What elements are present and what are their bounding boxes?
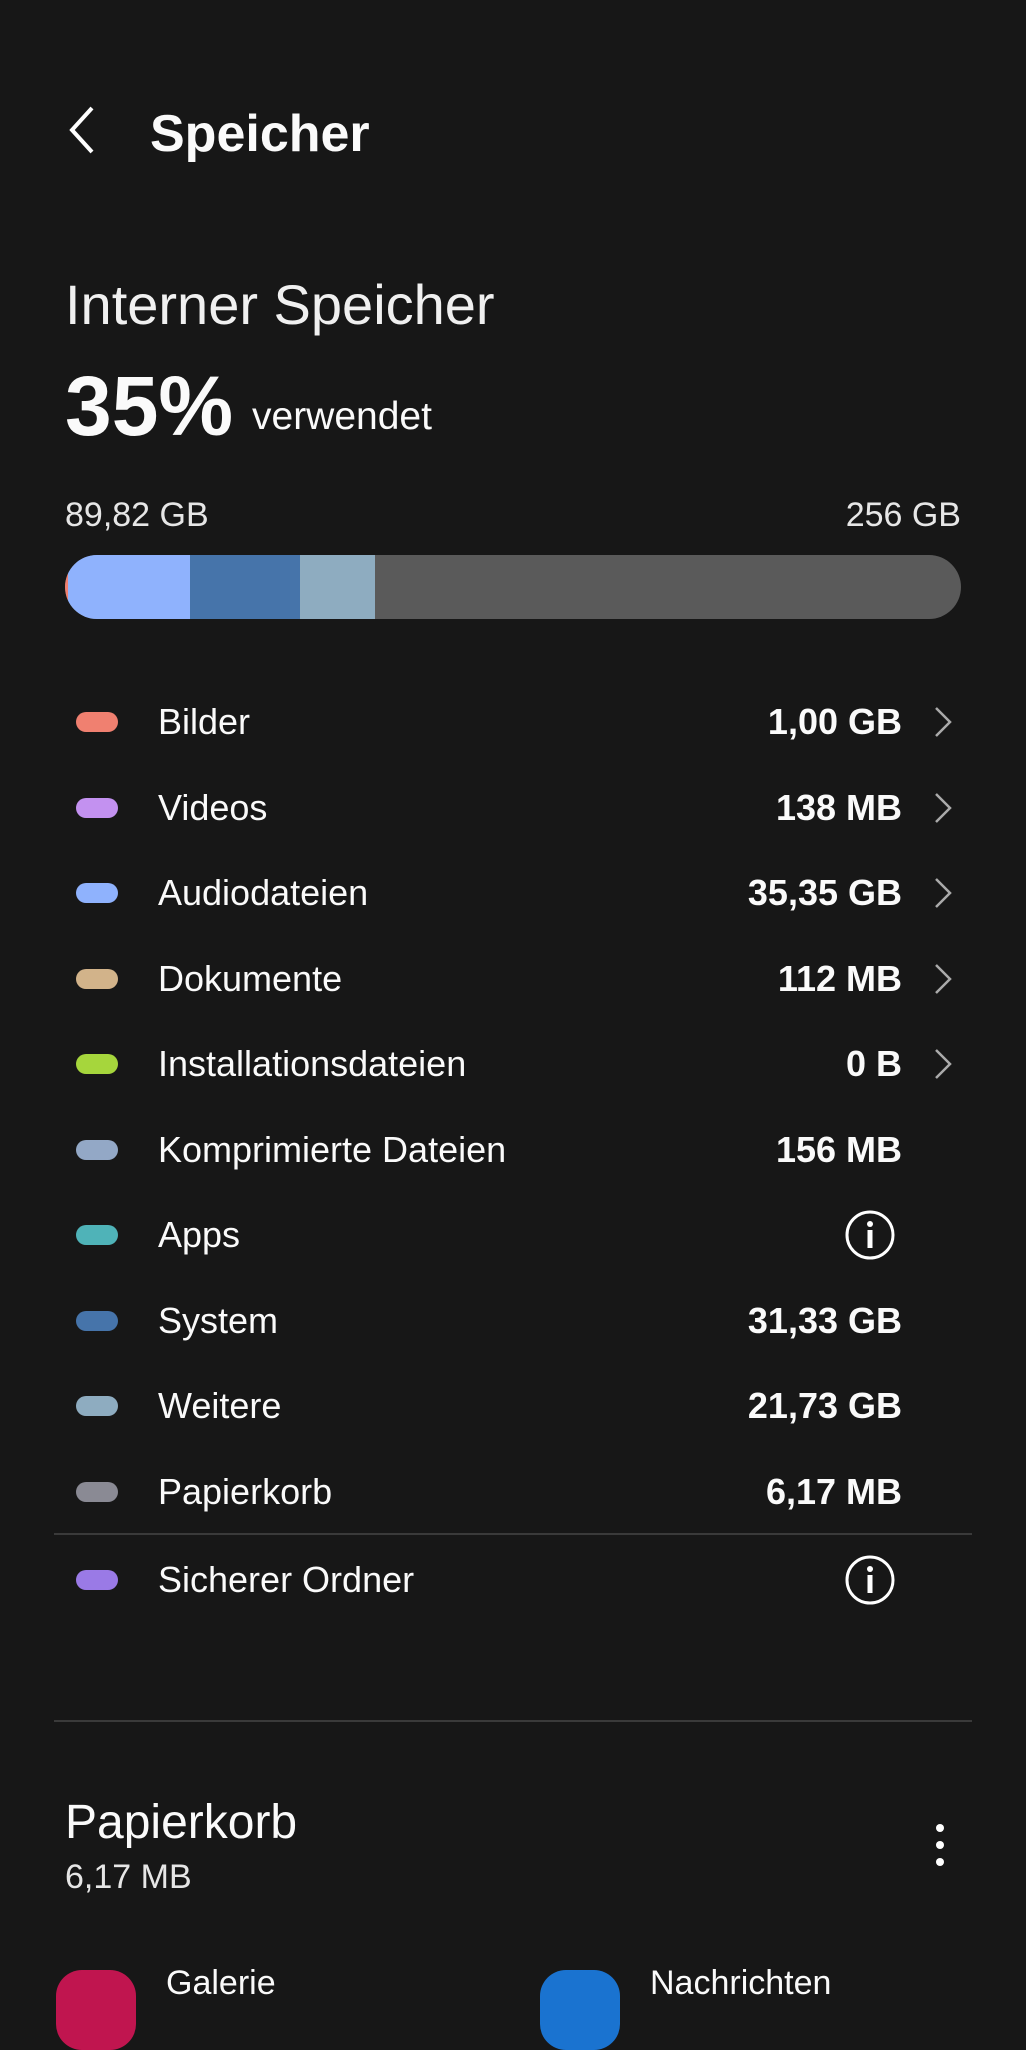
category-size: 156 MB bbox=[775, 1129, 902, 1170]
category-size: 6,17 MB bbox=[765, 1471, 902, 1512]
category-label: Dokumente bbox=[158, 958, 343, 999]
category-label: Papierkorb bbox=[158, 1471, 333, 1512]
category-row-dokumente[interactable]: Dokumente 112 MB bbox=[0, 936, 1026, 1022]
info-icon[interactable] bbox=[844, 1554, 896, 1606]
category-color-dot bbox=[76, 1140, 118, 1160]
category-size: 1,00 GB bbox=[767, 701, 902, 742]
category-row-bilder[interactable]: Bilder 1,00 GB bbox=[0, 679, 1026, 765]
category-label: Komprimierte Dateien bbox=[158, 1129, 507, 1170]
category-size: 21,73 GB bbox=[747, 1385, 902, 1426]
nachrichten-app-icon bbox=[540, 1970, 620, 2050]
trash-app-galerie[interactable]: Galerie bbox=[56, 1964, 276, 2050]
bar-segment-system bbox=[190, 555, 300, 619]
category-color-dot bbox=[76, 883, 118, 903]
divider bbox=[54, 1720, 972, 1722]
used-percent: 35% bbox=[65, 359, 234, 453]
category-label: Installationsdateien bbox=[158, 1043, 467, 1084]
trash-title: Papierkorb bbox=[65, 1796, 298, 1849]
bar-segment-audio bbox=[68, 555, 190, 619]
chevron-right-icon[interactable] bbox=[932, 961, 954, 997]
chevron-right-icon[interactable] bbox=[932, 875, 954, 911]
galerie-app-icon bbox=[56, 1970, 136, 2050]
category-color-dot bbox=[76, 1482, 118, 1502]
bar-segment-weitere bbox=[300, 555, 375, 619]
more-options-icon[interactable] bbox=[928, 1820, 952, 1870]
category-row-komprimierte-dateien: Komprimierte Dateien 156 MB bbox=[0, 1107, 1026, 1193]
category-color-dot bbox=[76, 712, 118, 732]
chevron-right-icon[interactable] bbox=[932, 1046, 954, 1082]
chevron-right-icon[interactable] bbox=[932, 704, 954, 740]
trash-app-nachrichten[interactable]: Nachrichten bbox=[540, 1964, 831, 2050]
back-icon[interactable] bbox=[62, 100, 106, 160]
category-label: Videos bbox=[158, 787, 268, 828]
category-size: 138 MB bbox=[775, 787, 902, 828]
category-size: 112 MB bbox=[777, 958, 902, 999]
category-row-papierkorb: Papierkorb 6,17 MB bbox=[0, 1449, 1026, 1535]
category-row-apps[interactable]: Apps bbox=[0, 1192, 1026, 1278]
used-suffix: verwendet bbox=[252, 395, 432, 438]
storage-usage-bar bbox=[65, 555, 961, 619]
info-icon[interactable] bbox=[844, 1209, 896, 1261]
category-label: Bilder bbox=[158, 701, 251, 742]
category-size: 31,33 GB bbox=[747, 1300, 902, 1341]
category-color-dot bbox=[76, 1311, 118, 1331]
chevron-right-icon[interactable] bbox=[932, 790, 954, 826]
category-row-sicherer-ordner[interactable]: Sicherer Ordner bbox=[0, 1537, 1026, 1623]
total-amount: 256 GB bbox=[845, 496, 961, 534]
used-amount: 89,82 GB bbox=[65, 496, 209, 534]
bar-segment-bilder bbox=[65, 555, 68, 619]
category-color-dot bbox=[76, 1225, 118, 1245]
category-color-dot bbox=[76, 969, 118, 989]
category-color-dot bbox=[76, 1054, 118, 1074]
category-label: System bbox=[158, 1300, 279, 1341]
category-color-dot bbox=[76, 1570, 118, 1590]
trash-size: 6,17 MB bbox=[65, 1858, 192, 1896]
category-row-videos[interactable]: Videos 138 MB bbox=[0, 765, 1026, 851]
category-color-dot bbox=[76, 798, 118, 818]
category-label: Apps bbox=[158, 1214, 241, 1255]
app-name: Galerie bbox=[166, 1964, 276, 2002]
category-row-weitere: Weitere 21,73 GB bbox=[0, 1363, 1026, 1449]
divider bbox=[54, 1533, 972, 1535]
storage-heading: Interner Speicher bbox=[65, 273, 495, 336]
category-row-audiodateien[interactable]: Audiodateien 35,35 GB bbox=[0, 850, 1026, 936]
category-label: Audiodateien bbox=[158, 872, 369, 913]
category-label: Sicherer Ordner bbox=[158, 1559, 415, 1600]
category-color-dot bbox=[76, 1396, 118, 1416]
category-row-system: System 31,33 GB bbox=[0, 1278, 1026, 1364]
category-size: 0 B bbox=[845, 1043, 902, 1084]
category-label: Weitere bbox=[158, 1385, 282, 1426]
category-row-installationsdateien[interactable]: Installationsdateien 0 B bbox=[0, 1021, 1026, 1107]
page-title: Speicher bbox=[150, 105, 370, 163]
app-name: Nachrichten bbox=[650, 1964, 832, 2002]
category-size: 35,35 GB bbox=[747, 872, 902, 913]
